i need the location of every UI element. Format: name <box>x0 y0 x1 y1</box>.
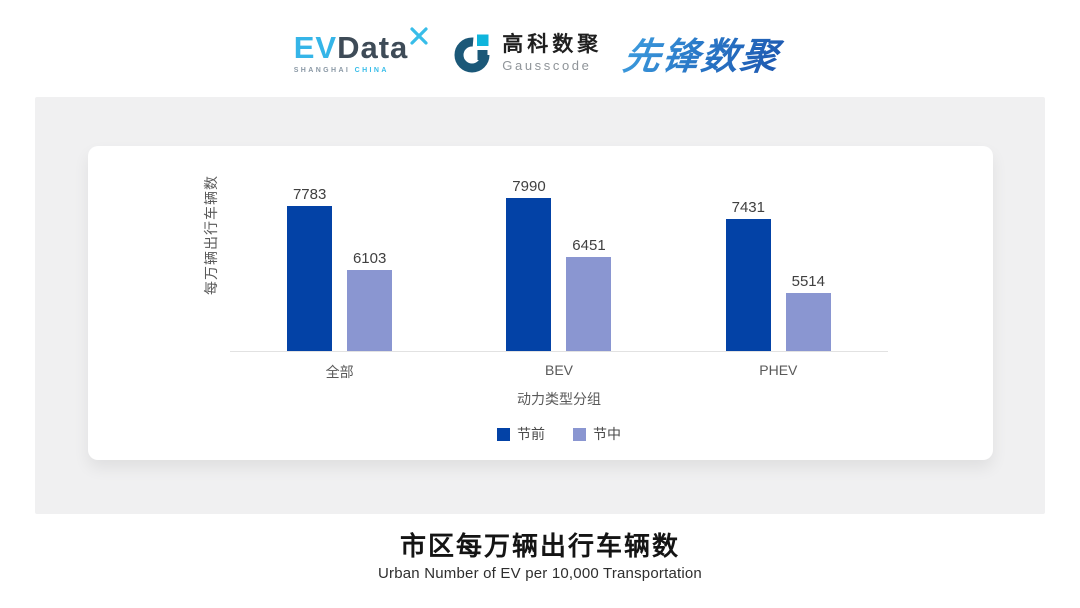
bar-value-label: 7990 <box>512 177 546 195</box>
gausscode-logo: 高科数聚 Gausscode <box>451 32 602 74</box>
gausscode-cn-text: 高科数聚 <box>502 33 603 57</box>
evdata-data-text: Data <box>337 30 409 65</box>
bar <box>785 292 831 351</box>
bar-value-label: 7431 <box>731 199 765 217</box>
bar-value-label: 5514 <box>791 272 825 290</box>
y-axis-label: 每万辆出行车辆数 <box>203 175 219 295</box>
category-row: 全部 BEV PHEV <box>230 353 888 382</box>
evdata-shanghai-text: SHANGHAI <box>293 67 351 74</box>
chart-panel: 每万辆出行车辆数 7783 6103 7990 6451 7431 5514 全部 BEV P… <box>35 97 1045 514</box>
bar-wrap: 7783 <box>287 185 333 351</box>
evdata-china-text: CHINA <box>354 67 389 74</box>
category-label: BEV <box>544 362 573 378</box>
category-label: PHEV <box>759 362 798 378</box>
header-logos: EV Data SHANGHAI CHINA 高科数聚 Gausscode 先锋数… <box>0 16 1080 90</box>
bar-group: 7783 6103 <box>230 186 449 351</box>
bar <box>725 219 771 351</box>
legend-label: 节中 <box>593 426 621 442</box>
propeller-x-icon <box>410 27 428 45</box>
bar <box>287 205 333 351</box>
chart-title: 市区每万辆出行车辆数 <box>399 531 680 561</box>
gausscode-en-text: Gausscode <box>502 57 592 73</box>
evdata-subtext: SHANGHAI CHINA <box>294 67 389 74</box>
bar-value-label: 6103 <box>352 250 387 268</box>
bar-group: 7431 5514 <box>669 199 888 351</box>
x-axis-label: 动力类型分组 <box>517 391 601 407</box>
bar <box>347 270 393 351</box>
legend-item: 节中 <box>573 424 621 444</box>
bar-value-label: 7783 <box>292 185 327 203</box>
bar <box>566 256 612 351</box>
legend-label: 节前 <box>517 426 545 442</box>
plot-area: 7783 6103 7990 6451 7431 5514 <box>230 146 888 352</box>
bar-group: 7990 6451 <box>449 178 668 351</box>
bar-wrap: 7431 <box>725 199 771 351</box>
bar-wrap: 7990 <box>506 177 552 351</box>
evdata-wordmark: EV Data <box>293 27 430 65</box>
footer: 市区每万辆出行车辆数 Urban Number of EV per 10,000… <box>0 530 1080 582</box>
bar-value-label: 6451 <box>572 236 606 254</box>
evdata-ev-text: EV <box>293 30 338 65</box>
legend-swatch <box>497 427 510 441</box>
pioneer-logo: 先锋数聚 <box>620 26 790 80</box>
category-label: 全部 <box>325 364 354 380</box>
legend-swatch <box>573 427 586 441</box>
legend: 节前 节中 <box>230 424 888 444</box>
bar-wrap: 6103 <box>347 250 393 351</box>
chart-subtitle: Urban Number of EV per 10,000 Transporta… <box>378 565 702 582</box>
bar <box>506 197 552 351</box>
bar-wrap: 5514 <box>785 272 831 351</box>
gausscode-text: 高科数聚 Gausscode <box>502 33 602 72</box>
legend-item: 节前 <box>497 424 545 444</box>
chart-card: 每万辆出行车辆数 7783 6103 7990 6451 7431 5514 全部 BEV P… <box>88 146 993 460</box>
bar-wrap: 6451 <box>566 236 612 351</box>
gausscode-g-icon <box>454 34 490 73</box>
evdata-logo: EV Data SHANGHAI CHINA <box>293 27 430 74</box>
axis-area: 全部 BEV PHEV 动力类型分组 节前 节中 <box>230 353 888 444</box>
